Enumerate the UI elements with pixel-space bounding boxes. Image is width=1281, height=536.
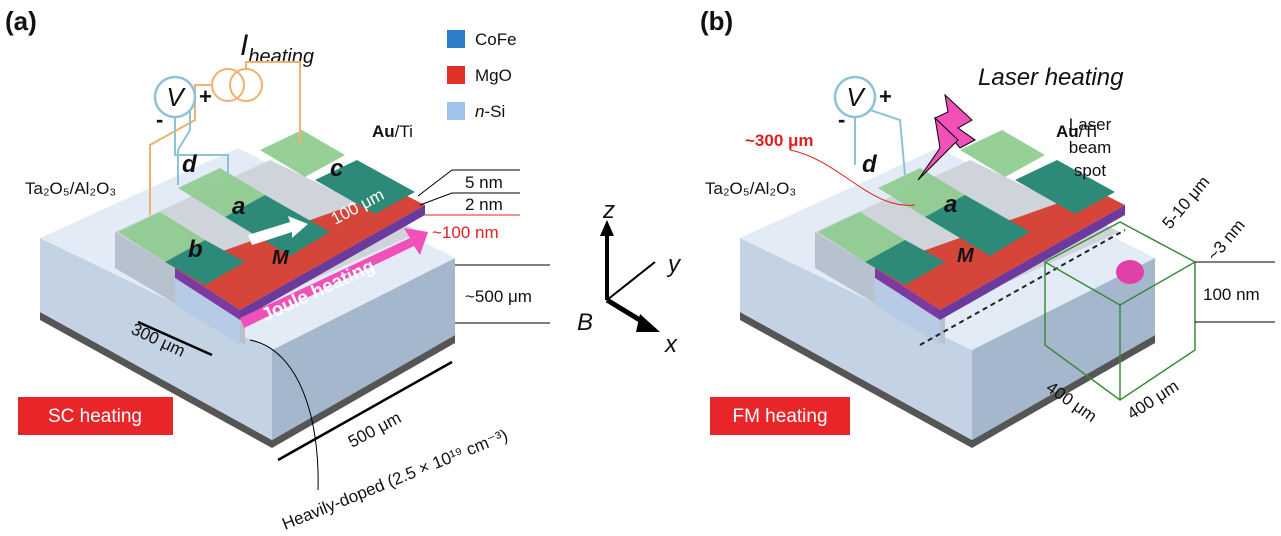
contact: c <box>330 155 343 182</box>
axis-label: z <box>602 197 615 224</box>
spot-label: Laser <box>1069 115 1112 134</box>
legend-text: CoFe <box>475 30 517 49</box>
depth-label: ~3 nm <box>1204 216 1249 265</box>
contact: d <box>182 151 198 178</box>
current-source <box>212 69 244 101</box>
legend-swatch <box>447 102 465 120</box>
arrowhead <box>636 314 660 332</box>
axis-y <box>607 262 655 300</box>
panel-label: (b) <box>700 6 733 36</box>
contact: b <box>188 236 203 263</box>
insulator-label: Ta₂O₅/Al₂O₃ <box>705 179 796 198</box>
layer-label: 5 nm <box>465 173 503 192</box>
box-label: 400 μm <box>1124 376 1182 423</box>
length-label: 500 μm <box>345 408 404 452</box>
minus: - <box>156 107 163 132</box>
laser-spot <box>1116 260 1144 284</box>
axis-label: x <box>664 331 678 358</box>
panel-label: (a) <box>5 6 37 36</box>
voltmeter-label: V <box>166 82 186 112</box>
thickness-label: ~500 μm <box>465 287 532 306</box>
title: Laser heating <box>978 64 1124 91</box>
legend-swatch <box>447 66 465 84</box>
current-source <box>230 69 262 101</box>
magnetization: M <box>272 247 290 269</box>
legend-rest: -Si <box>484 102 505 121</box>
axis-label: y <box>666 251 682 278</box>
electrode-bold: Au <box>372 122 395 141</box>
insulator-label: Ta₂O₅/Al₂O₃ <box>25 179 116 198</box>
spot-label: spot <box>1074 161 1106 180</box>
voltmeter-label: V <box>846 82 866 112</box>
plus: + <box>199 84 212 109</box>
legend-swatch <box>447 30 465 48</box>
contact: a <box>944 191 957 218</box>
legend-text: n-Si <box>475 102 505 121</box>
legend-text: MgO <box>475 66 512 85</box>
spot-label: beam <box>1069 138 1112 157</box>
contact: d <box>862 151 878 178</box>
magnetization: M <box>957 245 975 267</box>
plus: + <box>879 84 892 109</box>
current-sub: heating <box>248 46 314 68</box>
badge-text: SC heating <box>48 406 142 427</box>
wire <box>246 62 300 145</box>
layer-label: 2 nm <box>465 195 503 214</box>
legend-italic: n <box>475 102 484 121</box>
axis-label: B <box>577 309 593 336</box>
distance-label: ~300 μm <box>745 131 814 150</box>
spot-size: 5-10 μm <box>1159 172 1214 232</box>
badge-text: FM heating <box>732 406 827 427</box>
layer-label: ~100 nm <box>432 223 499 242</box>
height-label: 100 nm <box>1203 285 1260 304</box>
doping-label: Heavily-doped (2.5 × 10¹⁹ cm⁻³) <box>279 426 510 534</box>
electrode-label: Au/Ti <box>372 122 413 141</box>
contact: a <box>232 193 245 220</box>
minus: - <box>838 107 845 132</box>
current-main: I <box>240 29 248 62</box>
figure: (a) Iheating V + - CoFe MgO n-Si Au/Ti d… <box>0 0 1281 536</box>
electrode-rest: /Ti <box>395 122 413 141</box>
